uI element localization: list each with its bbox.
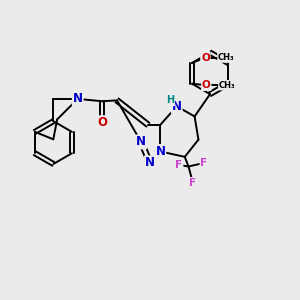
Text: F: F [200,158,208,168]
Text: N: N [172,100,182,113]
Text: N: N [145,156,155,169]
Text: N: N [73,92,83,105]
Text: O: O [202,80,211,90]
Text: H: H [166,95,174,105]
Text: N: N [155,145,165,158]
Text: N: N [136,136,146,148]
Text: O: O [97,116,107,129]
Text: F: F [176,160,182,170]
Text: CH₃: CH₃ [219,81,236,90]
Text: F: F [189,178,197,188]
Text: O: O [201,52,210,63]
Text: CH₃: CH₃ [218,53,235,62]
